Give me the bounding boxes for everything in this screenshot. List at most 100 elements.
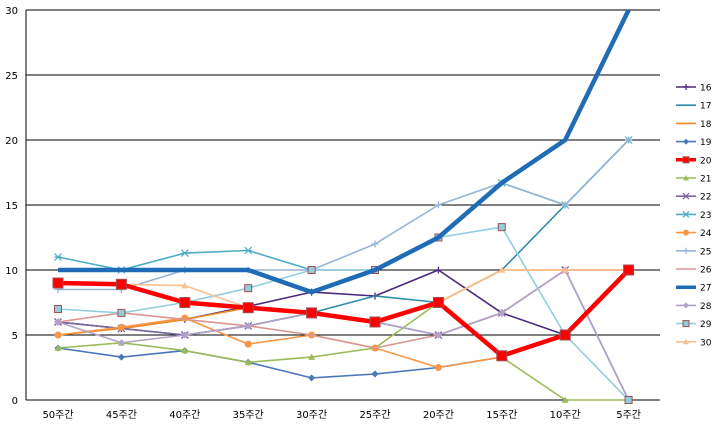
legend-label: 16 <box>700 84 712 94</box>
data-point-28 <box>244 322 252 330</box>
data-point-20 <box>115 278 127 290</box>
data-point-30 <box>498 266 506 273</box>
series-line-21 <box>57 301 629 401</box>
legend-marker <box>683 229 689 236</box>
data-point-23 <box>244 246 253 255</box>
data-point-21 <box>561 396 569 403</box>
data-point-24 <box>181 314 189 322</box>
x-tick-label: 15주간 <box>486 409 517 421</box>
data-point-19 <box>117 353 125 361</box>
series-lines <box>52 9 635 404</box>
series-line-27 <box>58 9 631 295</box>
y-tick-label: 30 <box>5 6 18 17</box>
series-line-20 <box>57 268 631 359</box>
legend-item-16: 16 <box>676 84 712 94</box>
y-axis-tick-labels: 0 5 10 15 20 25 30 <box>5 6 18 407</box>
x-tick-label: 40주간 <box>169 409 200 421</box>
data-point-29 <box>117 308 126 317</box>
data-point-20 <box>179 297 191 308</box>
data-point-19 <box>371 370 379 378</box>
series-line-25 <box>58 139 630 291</box>
legend-item-23: 23 <box>676 211 711 221</box>
data-point-21 <box>244 358 252 366</box>
legend-item-22: 22 <box>676 193 711 203</box>
data-point-21 <box>54 344 62 351</box>
x-tick-label: 45주간 <box>106 409 137 421</box>
legend-marker <box>683 247 689 254</box>
legend-label: 17 <box>700 102 711 112</box>
y-tick-label: 25 <box>5 71 18 82</box>
legend-marker <box>683 338 689 345</box>
data-point-21 <box>181 347 189 354</box>
data-point-28 <box>54 318 62 326</box>
legend-label: 23 <box>700 211 711 221</box>
data-point-20 <box>369 316 381 328</box>
y-tick-label: 5 <box>12 331 18 342</box>
legend-item-29: 29 <box>676 320 712 330</box>
x-tick-label: 25주간 <box>359 409 390 421</box>
legend-marker <box>682 156 690 164</box>
legend-marker <box>683 84 689 90</box>
legend-item-19: 19 <box>676 138 712 148</box>
legend-item-26: 26 <box>676 266 712 276</box>
data-point-24 <box>117 323 125 331</box>
y-tick-label: 10 <box>5 266 18 277</box>
data-point-28 <box>498 309 506 317</box>
data-point-29 <box>54 305 62 313</box>
legend-label: 27 <box>700 284 711 294</box>
series-20 <box>52 264 635 362</box>
data-point-16 <box>434 266 442 274</box>
data-point-19 <box>308 374 316 382</box>
data-point-29 <box>244 284 253 293</box>
data-point-29 <box>624 396 633 404</box>
data-point-30 <box>181 282 189 289</box>
legend-label: 26 <box>700 266 712 276</box>
legend-item-17: 17 <box>676 102 711 112</box>
legend-item-24: 24 <box>676 229 712 239</box>
data-point-20 <box>52 277 64 289</box>
legend-label: 28 <box>700 302 712 312</box>
series-27 <box>58 9 631 295</box>
legend-marker <box>682 210 690 218</box>
data-point-29 <box>497 223 506 232</box>
legend-item-20: 20 <box>676 156 712 166</box>
legend-label: 24 <box>700 229 712 239</box>
x-axis-tick-labels: 50주간 45주간 40주간 35주간 30주간 25주간 20주간 15주간 10주간 5주간 <box>42 409 641 421</box>
data-point-20 <box>496 350 508 362</box>
x-tick-label: 30주간 <box>296 409 327 421</box>
legend-item-28: 28 <box>676 302 712 312</box>
data-point-24 <box>434 364 442 371</box>
data-point-25 <box>371 240 379 248</box>
legend-label: 21 <box>700 175 711 185</box>
data-point-29 <box>307 266 316 274</box>
legend-item-27: 27 <box>676 284 711 294</box>
legend-item-25: 25 <box>676 247 711 257</box>
x-tick-label: 10주간 <box>550 409 581 421</box>
x-tick-label: 35주간 <box>233 409 264 421</box>
x-tick-label: 20주간 <box>423 409 454 421</box>
data-point-20 <box>559 329 571 341</box>
legend-item-21: 21 <box>676 175 711 185</box>
data-point-25 <box>625 136 633 144</box>
data-point-20 <box>306 307 318 319</box>
legend-marker <box>683 175 689 181</box>
legend-item-30: 30 <box>676 338 712 348</box>
legend-item-18: 18 <box>676 120 712 130</box>
data-point-20 <box>432 297 444 308</box>
legend-marker <box>683 138 689 145</box>
legend-label: 22 <box>700 193 711 203</box>
data-point-20 <box>242 302 254 314</box>
y-tick-label: 15 <box>5 201 18 212</box>
data-point-25 <box>561 201 569 209</box>
series-line-29 <box>57 226 630 401</box>
x-tick-label: 5주간 <box>616 409 641 421</box>
data-point-28 <box>181 331 189 339</box>
legend-label: 18 <box>700 120 712 130</box>
data-point-24 <box>244 340 252 348</box>
legend-label: 19 <box>700 138 712 148</box>
y-tick-label: 20 <box>5 136 18 147</box>
data-point-30 <box>561 266 569 273</box>
legend-label: 25 <box>700 247 711 257</box>
data-point-24 <box>54 331 62 339</box>
legend-marker <box>682 192 690 200</box>
